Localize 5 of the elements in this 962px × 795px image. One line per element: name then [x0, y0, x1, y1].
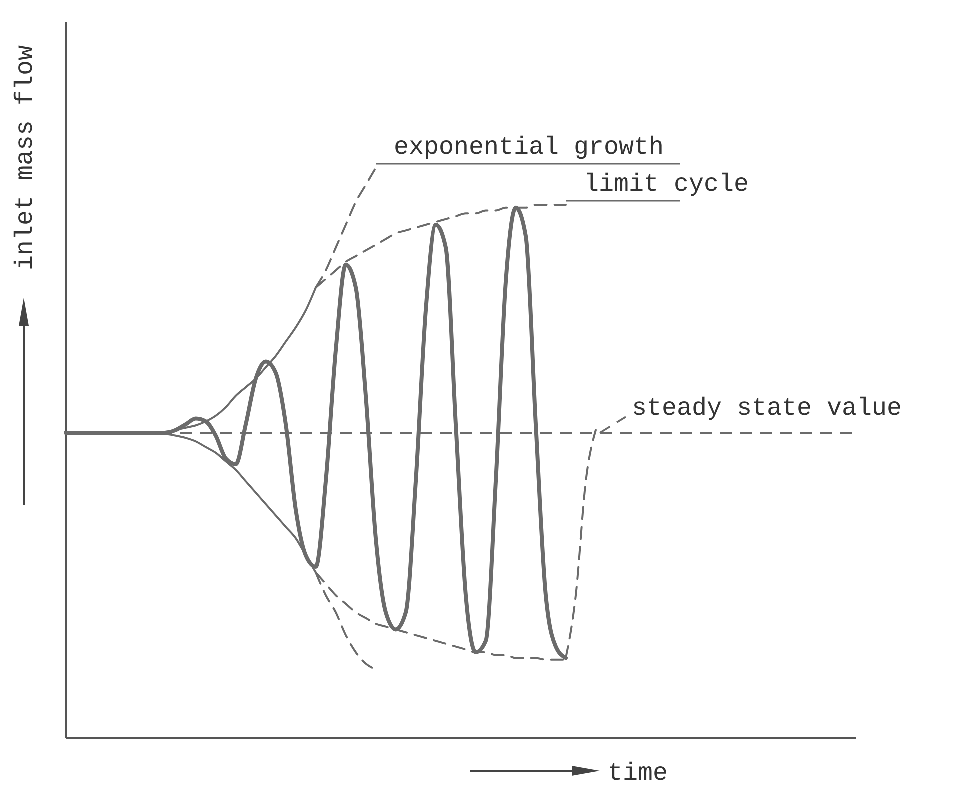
x-axis-title: time — [608, 759, 668, 788]
y-axis-title: inlet mass flow — [11, 45, 40, 271]
legend-label: steady state value — [632, 394, 902, 424]
series-label: limit cycle — [584, 170, 750, 200]
series-label: exponential growth — [394, 133, 664, 162]
